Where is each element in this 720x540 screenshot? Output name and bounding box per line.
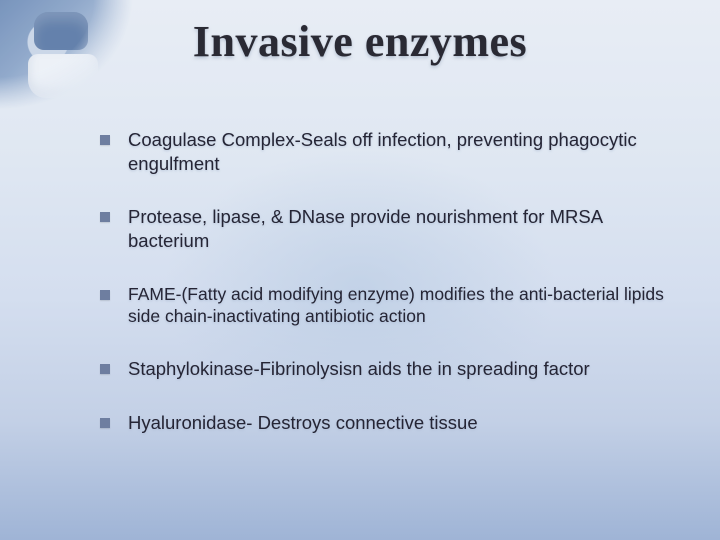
- square-bullet-icon: [100, 212, 110, 222]
- slide-title: Invasive enzymes: [0, 16, 720, 67]
- square-bullet-icon: [100, 418, 110, 428]
- square-bullet-icon: [100, 290, 110, 300]
- bullet-text: Hyaluronidase- Destroys connective tissu…: [128, 411, 478, 435]
- square-bullet-icon: [100, 364, 110, 374]
- bullet-text: Protease, lipase, & DNase provide nouris…: [128, 205, 680, 252]
- bullet-text: FAME-(Fatty acid modifying enzyme) modif…: [128, 283, 680, 328]
- bullet-item: Hyaluronidase- Destroys connective tissu…: [100, 411, 680, 435]
- bullet-text: Staphylokinase-Fibrinolysisn aids the in…: [128, 357, 590, 381]
- bullet-item: Staphylokinase-Fibrinolysisn aids the in…: [100, 357, 680, 381]
- bullet-item: Coagulase Complex-Seals off infection, p…: [100, 128, 680, 175]
- bullet-text: Coagulase Complex-Seals off infection, p…: [128, 128, 680, 175]
- bullet-item: FAME-(Fatty acid modifying enzyme) modif…: [100, 283, 680, 328]
- bullet-list: Coagulase Complex-Seals off infection, p…: [100, 128, 680, 465]
- square-bullet-icon: [100, 135, 110, 145]
- bullet-item: Protease, lipase, & DNase provide nouris…: [100, 205, 680, 252]
